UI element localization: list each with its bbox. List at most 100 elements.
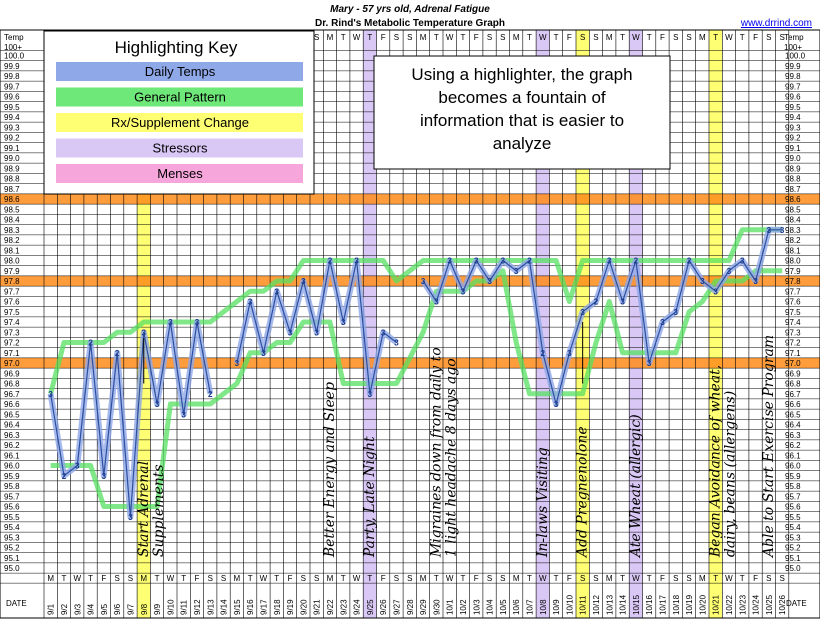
annotation-9-30: 1 light headache 8 days ago [443, 358, 459, 557]
weekday-label-top: T [367, 33, 372, 42]
y-tick-label: 98.8 [785, 175, 801, 184]
date-label: 9/10 [166, 599, 175, 615]
weekday-label: F [195, 574, 200, 583]
callout-line-2: becomes a fountain of [438, 88, 606, 107]
top-label-right: 100+ [784, 43, 802, 52]
data-point-label: 3 [381, 328, 386, 337]
weekday-label: T [620, 574, 625, 583]
y-tick-label: 97.6 [785, 298, 801, 307]
date-label: 10/3 [472, 599, 481, 615]
reference-lines-layer [0, 193, 820, 369]
weekday-label: T [554, 574, 559, 583]
y-tick-label: 96.4 [4, 421, 20, 430]
y-tick-label: 96.8 [785, 380, 801, 389]
date-label: 9/28 [406, 599, 415, 615]
weekday-label: S [500, 574, 505, 583]
weekday-label: S [593, 574, 598, 583]
weekday-label-top: T [740, 33, 745, 42]
y-tick-label: 99.3 [4, 123, 20, 132]
data-point-label: 3 [607, 257, 612, 266]
y-tick-label: 96.5 [4, 410, 20, 419]
weekday-label-top: S [394, 33, 399, 42]
data-point-label: 2 [62, 472, 67, 481]
data-point-label: 3 [447, 257, 452, 266]
reference-line-98-6 [0, 193, 820, 205]
y-tick-label: 95.8 [4, 482, 20, 491]
key-item-label: General Pattern [134, 90, 226, 105]
website-link[interactable]: www.drrind.com [740, 18, 812, 29]
date-label: 9/5 [100, 603, 109, 615]
y-tick-label: 95.9 [4, 472, 20, 481]
weekday-label-top: T [620, 33, 625, 42]
date-label: 10/4 [486, 599, 495, 615]
date-label: 10/6 [512, 599, 521, 615]
date-label: 10/1 [446, 599, 455, 615]
data-point-label: 3 [554, 400, 559, 409]
key-swatch-3 [56, 138, 303, 158]
date-label: 10/24 [752, 594, 761, 615]
weekday-label: F [381, 574, 386, 583]
data-point-label: 3 [288, 328, 293, 337]
date-label: 10/17 [658, 594, 667, 615]
highlight-column-10-8 [536, 30, 550, 618]
data-point-label: 3 [181, 410, 186, 419]
y-tick-label: 95.0 [4, 564, 20, 573]
weekday-label: M [47, 574, 54, 583]
y-tick-label: 100.0 [4, 52, 25, 61]
date-label: 9/11 [180, 599, 189, 615]
y-tick-label: 98.2 [785, 236, 801, 245]
y-tick-label: 99.6 [785, 93, 801, 102]
weekday-label-top: S [580, 33, 585, 42]
date-label: 10/14 [619, 594, 628, 615]
date-label: 9/1 [47, 603, 56, 615]
callout-line-3: information that is easier to [420, 111, 624, 130]
highlight-column-9-25 [363, 30, 377, 618]
weekday-label: T [713, 574, 718, 583]
data-point-label: 3 [620, 298, 625, 307]
date-label: 9/22 [326, 599, 335, 615]
y-tick-label: 99.8 [4, 72, 20, 81]
y-tick-label: 97.3 [4, 328, 20, 337]
weekday-label-top: S [686, 33, 691, 42]
date-label: 9/9 [153, 603, 162, 615]
weekday-label: T [274, 574, 279, 583]
data-point-label: 3 [434, 298, 439, 307]
data-point-label: 3 [660, 318, 665, 327]
data-point-label: 3 [128, 513, 133, 522]
weekday-label: S [407, 574, 412, 583]
weekday-label: T [88, 574, 93, 583]
key-item-label: Stressors [153, 141, 208, 156]
annotation-9-8: Supplements [151, 464, 167, 557]
y-tick-label: 99.4 [4, 113, 20, 122]
y-tick-label: 97.3 [785, 328, 801, 337]
data-point-label: 3 [354, 257, 359, 266]
date-label: 10/5 [499, 599, 508, 615]
date-label-left: DATE [6, 599, 27, 608]
data-point-label: 2 [687, 257, 692, 266]
date-label: 10/26 [778, 594, 787, 615]
annotation-9-30: Migraines down from daily to [428, 347, 444, 558]
y-tick-label: 99.9 [785, 62, 801, 71]
date-label: 9/24 [353, 599, 362, 615]
y-tick-label: 97.9 [4, 267, 20, 276]
data-point-label: 3 [155, 400, 160, 409]
date-label: 10/9 [552, 599, 561, 615]
y-tick-label: 97.5 [4, 308, 20, 317]
weekday-label-top: T [554, 33, 559, 42]
y-tick-label: 95.3 [785, 533, 801, 542]
y-tick-label: 98.4 [785, 216, 801, 225]
key-title: Highlighting Key [115, 38, 238, 57]
data-point-label: 3 [394, 339, 399, 348]
date-label: 9/15 [233, 599, 242, 615]
weekday-label: S [128, 574, 133, 583]
weekday-label: S [314, 574, 319, 583]
y-tick-label: 98.5 [4, 205, 20, 214]
data-point-label: 3 [487, 277, 492, 286]
y-tick-label: 97.7 [785, 287, 801, 296]
daily-temps-line [422, 229, 783, 407]
y-tick-label: 97.8 [785, 277, 801, 286]
date-label: 9/29 [419, 599, 428, 615]
y-tick-label: 97.4 [4, 318, 20, 327]
date-label: 9/14 [220, 599, 229, 615]
annotation-10-15: Ate Wheat (allergic) [628, 414, 644, 559]
